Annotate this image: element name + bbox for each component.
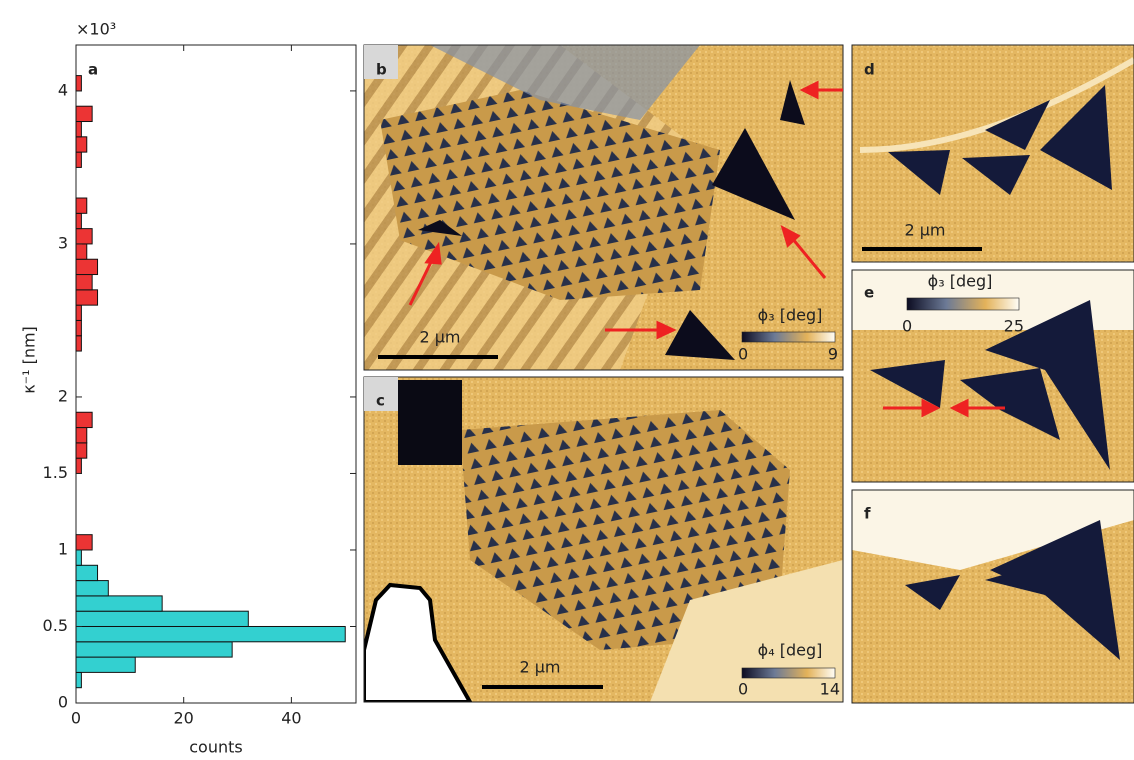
bar	[76, 290, 98, 305]
x-axis-label: counts	[189, 738, 242, 757]
bar	[76, 106, 92, 121]
panel-label: c	[376, 392, 385, 410]
bar	[76, 152, 81, 167]
bar	[76, 122, 81, 137]
bar	[76, 657, 135, 672]
bar	[76, 596, 162, 611]
panel-label: b	[376, 61, 387, 79]
y-tick-label: 0.5	[43, 616, 68, 635]
bar	[76, 320, 81, 335]
scale-bar-label: 2 μm	[904, 221, 945, 240]
bar	[76, 213, 81, 228]
x-tick-label: 20	[174, 709, 194, 728]
bar	[76, 305, 81, 320]
colorbar-min: 0	[902, 317, 912, 336]
x-tick-label: 0	[71, 709, 81, 728]
bar	[76, 198, 87, 213]
bar	[76, 642, 232, 657]
colorbar-label: ϕ₃ [deg]	[758, 306, 823, 325]
colorbar-max: 9	[828, 345, 838, 364]
bar	[76, 550, 81, 565]
y-tick-label: 3	[58, 233, 68, 252]
bar	[76, 229, 92, 244]
colorbar	[742, 668, 835, 678]
y-tick-label: 4	[58, 80, 68, 99]
bar	[76, 443, 87, 458]
panel-d-image	[852, 45, 1134, 262]
bar	[76, 336, 81, 351]
colorbar-min: 0	[738, 345, 748, 364]
y-tick-label: 1.5	[43, 463, 68, 482]
colorbar-min: 0	[738, 680, 748, 699]
colorbar-label: ϕ₃ [deg]	[928, 272, 993, 291]
x-tick-label: 40	[281, 709, 301, 728]
bar	[76, 611, 248, 626]
colorbar-max: 14	[820, 680, 840, 699]
colorbar	[907, 298, 1019, 310]
bar	[76, 244, 87, 259]
scale-bar-label: 2 μm	[419, 328, 460, 347]
panel-label: f	[864, 505, 871, 523]
bar	[76, 428, 87, 443]
panel-f-image	[852, 490, 1134, 703]
y-axis-label: κ⁻¹ [nm]	[20, 326, 39, 394]
axis-exponent: ×10³	[76, 20, 116, 39]
scale-bar-label: 2 μm	[519, 658, 560, 677]
bar	[76, 137, 87, 152]
colorbar-label: ϕ₄ [deg]	[758, 641, 823, 660]
colorbar-max: 25	[1004, 317, 1024, 336]
figure: b 2 μm ϕ₃ [deg] 0 9 c 2 μm ϕ₄ [deg] 0 14…	[0, 0, 1134, 760]
bar	[76, 565, 98, 580]
bar	[76, 76, 81, 91]
bar	[76, 259, 98, 274]
y-tick-label: 0	[58, 693, 68, 712]
bar	[76, 535, 92, 550]
panel-label: d	[864, 61, 875, 79]
bar	[76, 412, 92, 427]
bar	[76, 672, 81, 687]
bar	[76, 626, 345, 641]
bar	[76, 275, 92, 290]
bar	[76, 581, 108, 596]
panel-label: a	[88, 61, 98, 79]
colorbar	[742, 332, 835, 342]
y-tick-label: 2	[58, 386, 68, 405]
y-tick-label: 1	[58, 539, 68, 558]
panel-label: e	[864, 284, 874, 302]
bar	[76, 458, 81, 473]
